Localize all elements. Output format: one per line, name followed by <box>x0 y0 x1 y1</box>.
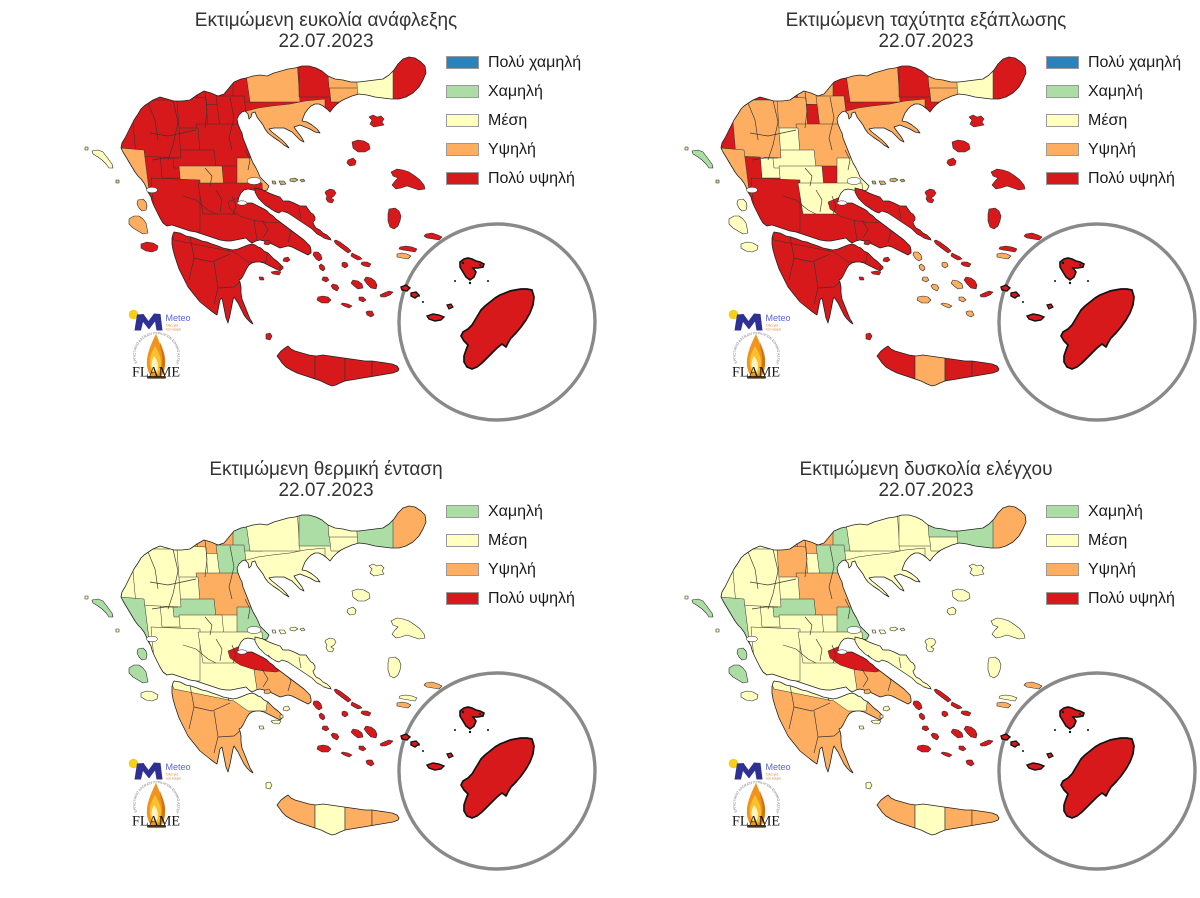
svg-text:Meteo: Meteo <box>166 762 191 772</box>
svg-text:Meteo: Meteo <box>766 762 791 772</box>
svg-text:ΕΡΓΑΣΤΗΡΙΟ ΔΑΣΙΚΩΝ ΠΥΡΚΑΓΙΩΝ Ε: ΕΡΓΑΣΤΗΡΙΟ ΔΑΣΙΚΩΝ ΠΥΡΚΑΓΙΩΝ ΕΘΝΙΚΟ ΑΣΤΕ… <box>600 0 781 366</box>
svg-text:ΕΡΓΑΣΤΗΡΙΟ ΔΑΣΙΚΩΝ ΠΥΡΚΑΓΙΩΝ Ε: ΕΡΓΑΣΤΗΡΙΟ ΔΑΣΙΚΩΝ ΠΥΡΚΑΓΙΩΝ ΕΘΝΙΚΟ ΑΣΤΕ… <box>600 449 781 815</box>
svg-text:FLAME: FLAME <box>132 365 180 381</box>
svg-text:Όλα για: Όλα για <box>165 324 178 328</box>
svg-text:ΕΡΓΑΣΤΗΡΙΟ ΔΑΣΙΚΩΝ ΠΥΡΚΑΓΙΩΝ Ε: ΕΡΓΑΣΤΗΡΙΟ ΔΑΣΙΚΩΝ ΠΥΡΚΑΓΙΩΝ ΕΘΝΙΚΟ ΑΣΤΕ… <box>0 449 181 815</box>
svg-text:Meteo: Meteo <box>166 313 191 323</box>
svg-text:Όλα για: Όλα για <box>165 773 178 777</box>
svg-text:τον καιρό: τον καιρό <box>166 777 181 781</box>
svg-text:FLAME: FLAME <box>732 814 780 830</box>
svg-text:ΕΡΓΑΣΤΗΡΙΟ ΔΑΣΙΚΩΝ ΠΥΡΚΑΓΙΩΝ Ε: ΕΡΓΑΣΤΗΡΙΟ ΔΑΣΙΚΩΝ ΠΥΡΚΑΓΙΩΝ ΕΘΝΙΚΟ ΑΣΤΕ… <box>0 0 181 366</box>
svg-text:τον καιρό: τον καιρό <box>766 328 781 332</box>
svg-text:FLAME: FLAME <box>132 814 180 830</box>
svg-text:Όλα για: Όλα για <box>765 773 778 777</box>
svg-text:Όλα για: Όλα για <box>765 324 778 328</box>
svg-text:τον καιρό: τον καιρό <box>166 328 181 332</box>
svg-text:τον καιρό: τον καιρό <box>766 777 781 781</box>
svg-text:FLAME: FLAME <box>732 365 780 381</box>
svg-text:Meteo: Meteo <box>766 313 791 323</box>
